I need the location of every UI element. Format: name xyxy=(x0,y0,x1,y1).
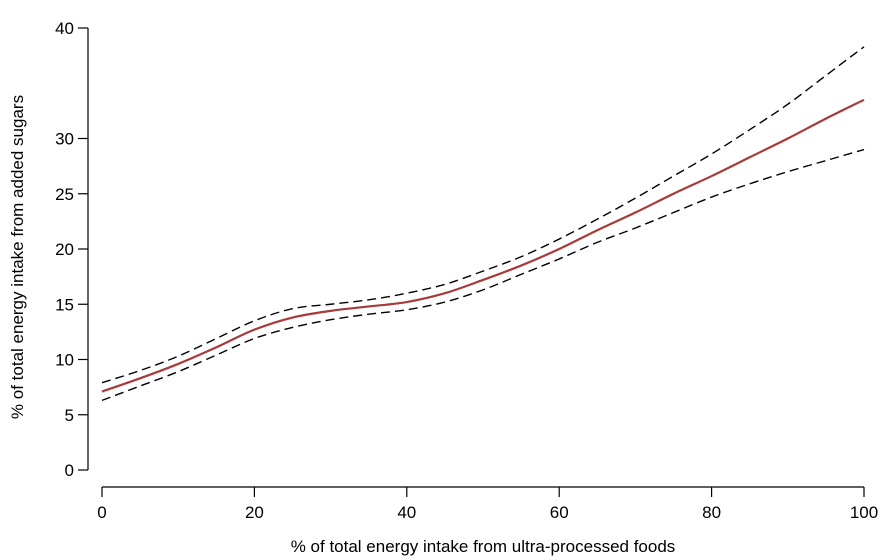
x-tick-label: 40 xyxy=(397,503,416,522)
upper-ci-line xyxy=(101,46,865,384)
y-axis-label: % of total energy intake from added suga… xyxy=(8,95,27,419)
axes xyxy=(87,28,864,488)
x-tick-label: 100 xyxy=(850,503,878,522)
y-tick-label: 15 xyxy=(55,295,74,314)
x-ticks: 0 20 40 60 80 100 xyxy=(97,487,878,522)
y-tick-label: 5 xyxy=(65,406,74,425)
x-axis-label: % of total energy intake from ultra-proc… xyxy=(291,537,676,556)
y-tick-label: 30 xyxy=(55,130,74,149)
series-layer xyxy=(101,46,865,402)
y-tick-label: 10 xyxy=(55,351,74,370)
y-tick-label: 0 xyxy=(65,461,74,480)
lower-ci-line xyxy=(101,148,865,402)
y-tick-label: 20 xyxy=(55,240,74,259)
y-tick-label: 25 xyxy=(55,185,74,204)
y-tick-label: 40 xyxy=(55,19,74,38)
fitted-line xyxy=(101,98,865,393)
y-ticks: 0 5 10 15 20 25 30 40 xyxy=(55,19,88,480)
x-tick-label: 80 xyxy=(702,503,721,522)
x-tick-label: 60 xyxy=(550,503,569,522)
x-tick-label: 0 xyxy=(97,503,106,522)
x-tick-label: 20 xyxy=(245,503,264,522)
